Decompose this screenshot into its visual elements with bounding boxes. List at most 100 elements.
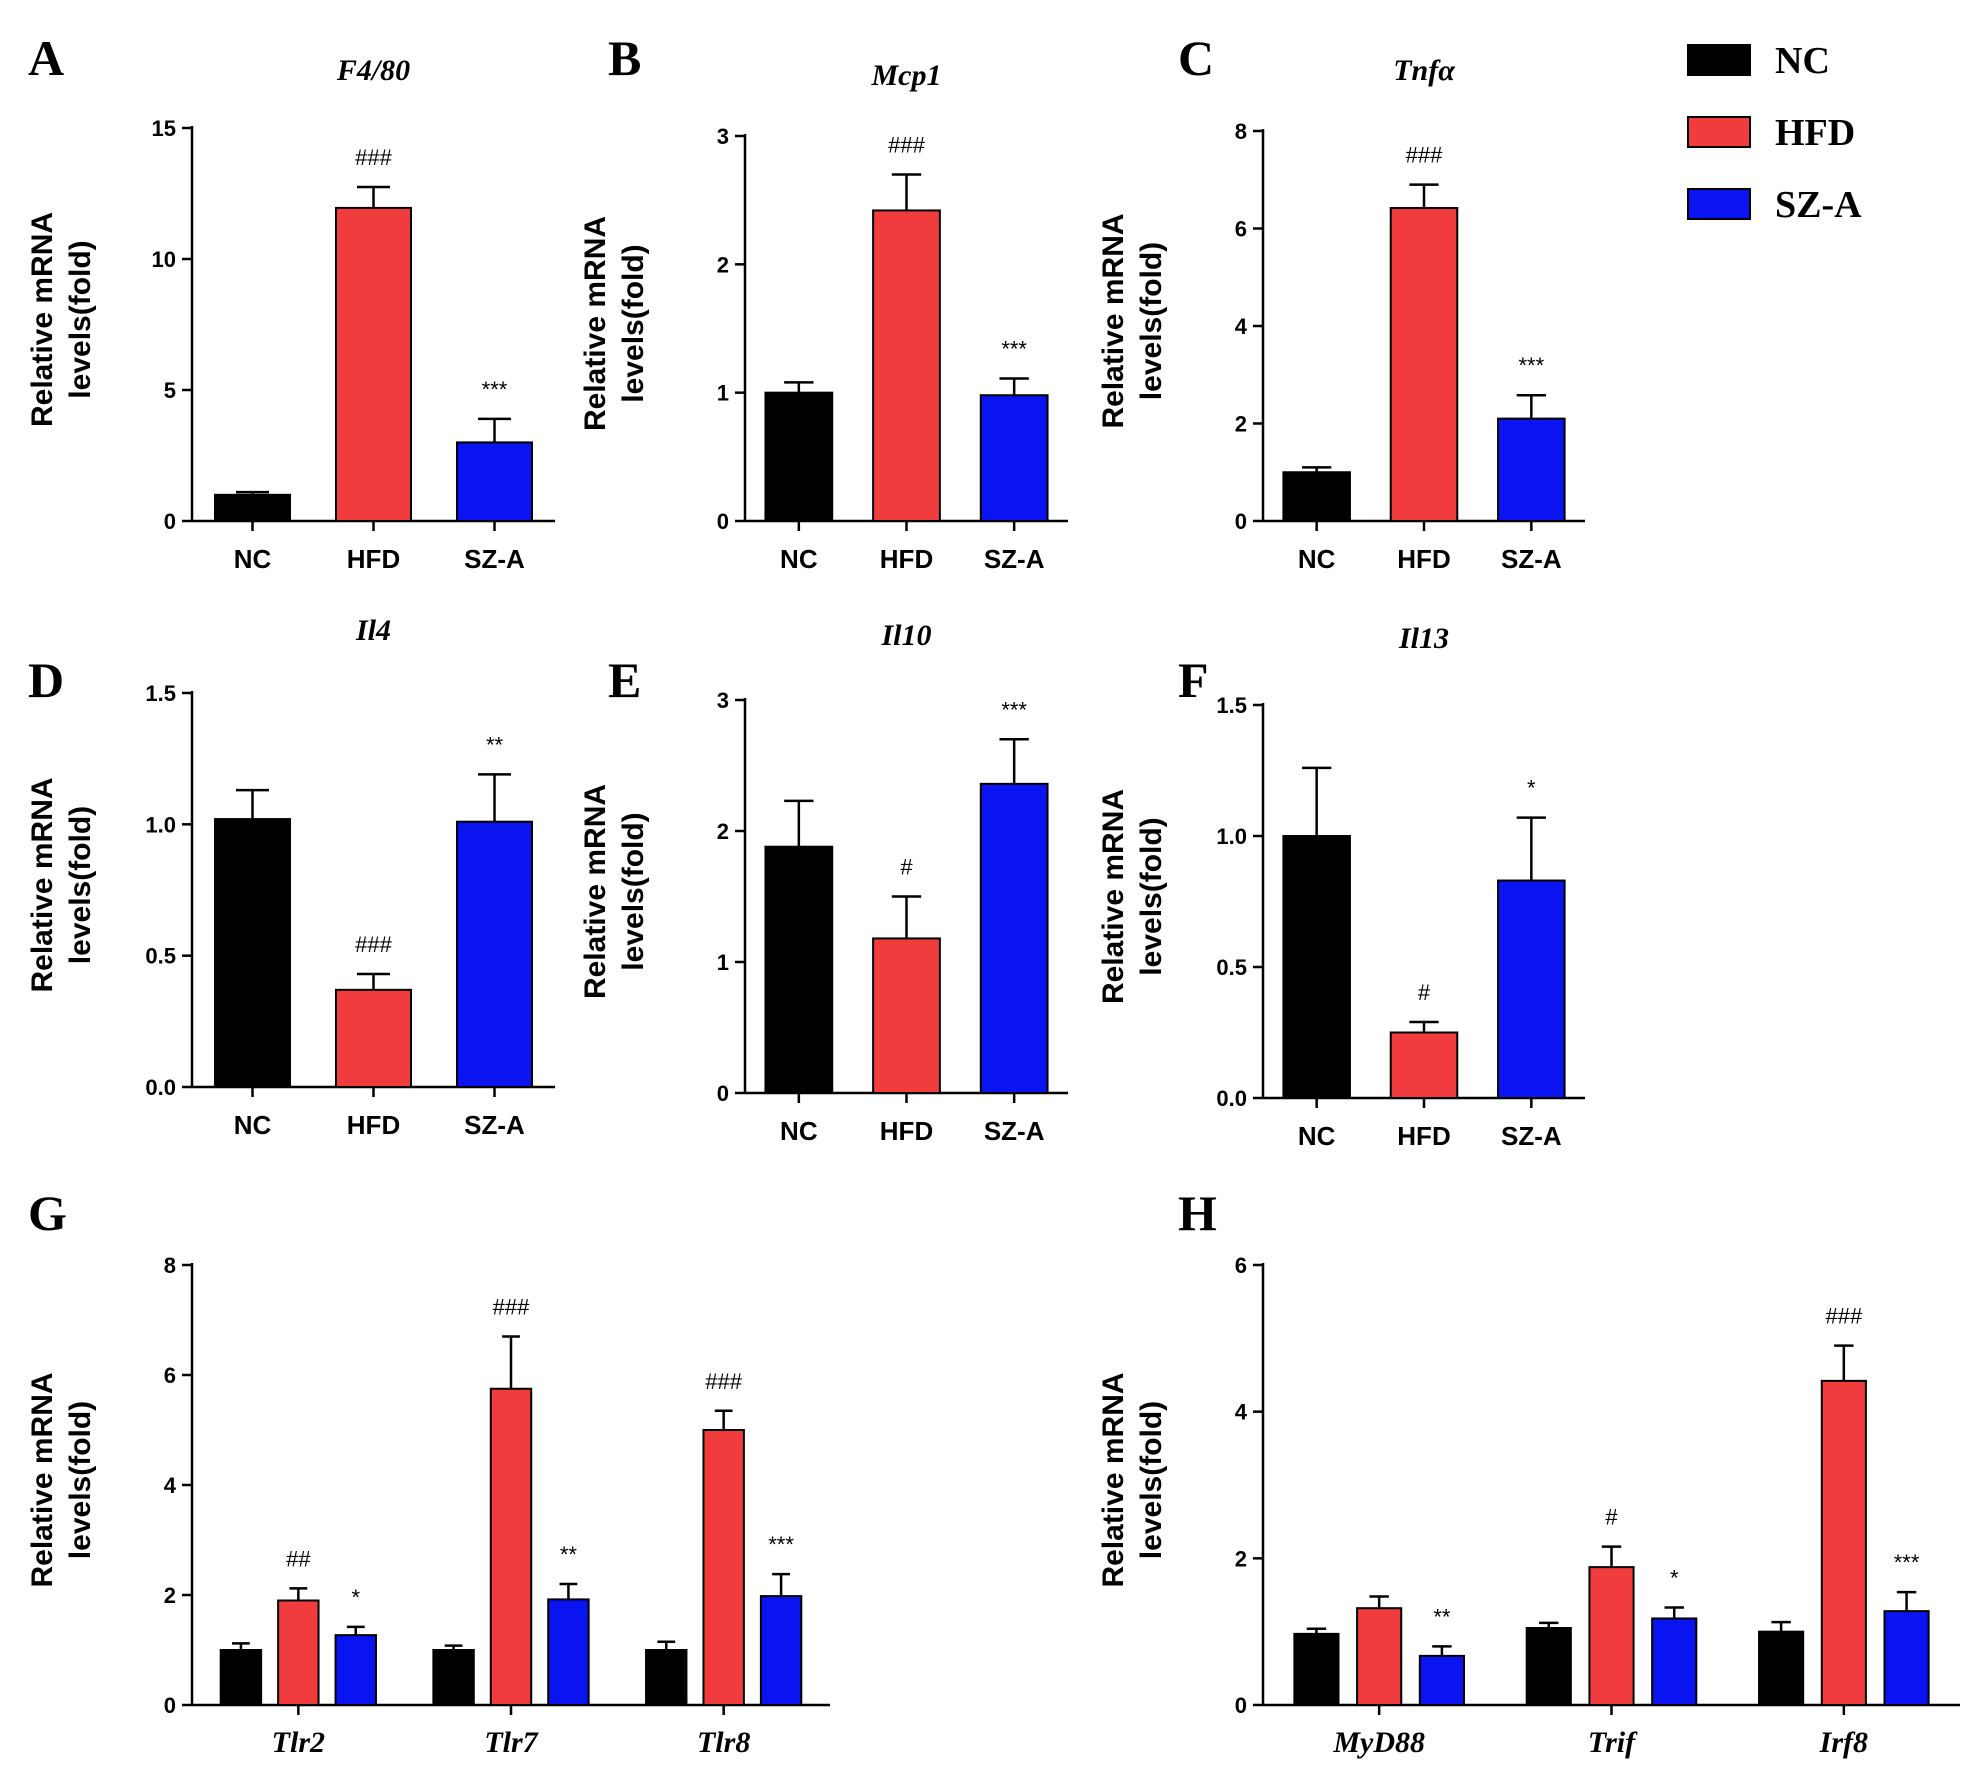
significance-label: ### <box>355 145 392 170</box>
y-tick-label: 4 <box>164 1473 177 1498</box>
bar <box>1883 1610 1930 1706</box>
y-axis-label: Relative mRNA <box>1097 1372 1130 1587</box>
significance-label: ** <box>486 732 504 757</box>
legend-label: HFD <box>1775 112 1855 154</box>
x-tick-label: NC <box>234 544 272 574</box>
y-tick-label: 1 <box>717 950 729 975</box>
x-tick-label: NC <box>234 1110 272 1140</box>
bar <box>1497 417 1566 522</box>
bar <box>764 845 834 1094</box>
significance-label: *** <box>482 377 508 402</box>
panel-h: H Relative mRNA levels(fold) 0 2 4 6 ** MyD88 # * T… <box>1097 1185 1960 1759</box>
x-tick-label: NC <box>780 1116 818 1146</box>
y-tick-label: 0.0 <box>1216 1086 1247 1111</box>
x-tick-label: SZ-A <box>464 1110 525 1140</box>
chart-title: Il10 <box>880 619 931 652</box>
bar <box>455 441 534 522</box>
bar <box>334 1634 377 1707</box>
significance-label: # <box>1418 980 1431 1005</box>
bar <box>489 1387 533 1706</box>
panel-c: C Tnfα Relative mRNA levels(fold) 0 2 4 6 8 NC ###… <box>1097 30 1585 574</box>
y-tick-label: 3 <box>717 688 729 713</box>
x-tick-label: SZ-A <box>1501 1121 1562 1151</box>
panel-letter: F <box>1178 652 1209 708</box>
significance-label: *** <box>1001 337 1027 362</box>
bar <box>334 206 413 522</box>
y-axis-label: Relative mRNA <box>26 212 59 427</box>
x-tick-label: SZ-A <box>984 1116 1045 1146</box>
y-tick-label: 1.0 <box>145 812 176 837</box>
bar <box>702 1429 745 1706</box>
x-tick-label: Tlr7 <box>484 1726 538 1759</box>
bar <box>547 1598 590 1707</box>
chart-title: Tnfα <box>1393 54 1455 87</box>
bar <box>1282 471 1351 522</box>
legend-label: NC <box>1775 40 1830 82</box>
significance-label: # <box>1605 1505 1618 1530</box>
y-tick-label: 8 <box>1235 119 1247 144</box>
panel-g: G Relative mRNA levels(fold) 0 2 4 6 8 ## * Tlr2 ##… <box>26 1185 830 1759</box>
legend-swatch-sz-a <box>1687 188 1751 220</box>
x-tick-label: SZ-A <box>984 544 1045 574</box>
chart-title: Il4 <box>355 614 391 647</box>
bar <box>759 1595 803 1706</box>
y-tick-label: 0.5 <box>145 944 176 969</box>
legend: NC HFD SZ-A <box>1687 40 1862 226</box>
significance-label: ### <box>705 1369 742 1394</box>
significance-label: *** <box>1894 1550 1920 1575</box>
bar <box>1820 1379 1867 1707</box>
chart-title: F4/80 <box>336 54 410 87</box>
significance-label: ## <box>286 1546 311 1571</box>
bar <box>1588 1566 1635 1706</box>
legend-label: SZ-A <box>1775 184 1862 226</box>
bar <box>1418 1654 1465 1707</box>
y-axis-label: levels(fold) <box>1135 1401 1168 1559</box>
bar <box>872 937 941 1094</box>
y-tick-label: 15 <box>152 116 176 141</box>
y-axis-label: levels(fold) <box>1135 817 1168 975</box>
bar <box>455 820 534 1088</box>
bar <box>1389 1031 1459 1099</box>
panel-letter: D <box>28 652 64 708</box>
y-tick-label: 8 <box>164 1253 176 1278</box>
y-axis-label: levels(fold) <box>64 240 97 398</box>
significance-label: ** <box>1433 1604 1451 1629</box>
significance-label: * <box>1527 776 1536 801</box>
bar <box>1758 1630 1805 1706</box>
bar <box>432 1649 475 1706</box>
significance-label: ### <box>355 932 392 957</box>
y-tick-label: 0.0 <box>145 1075 176 1100</box>
significance-label: * <box>351 1585 360 1610</box>
y-axis-label: Relative mRNA <box>26 777 59 992</box>
x-tick-label: HFD <box>880 544 933 574</box>
x-tick-label: NC <box>1298 544 1336 574</box>
y-tick-label: 10 <box>152 247 176 272</box>
panel-b: B Mcp1 Relative mRNA levels(fold) 0 1 2 3 NC ### H… <box>579 30 1068 574</box>
y-tick-label: 1.5 <box>145 681 176 706</box>
bar <box>645 1649 688 1706</box>
y-axis-label: Relative mRNA <box>579 784 612 999</box>
x-tick-label: HFD <box>880 1116 933 1146</box>
x-tick-label: SZ-A <box>464 544 525 574</box>
y-tick-label: 2 <box>717 252 729 277</box>
x-tick-label: Trif <box>1588 1726 1638 1759</box>
panel-letter: C <box>1178 30 1214 86</box>
x-tick-label: Tlr8 <box>697 1726 750 1759</box>
y-tick-label: 1.0 <box>1216 824 1247 849</box>
panel-d: D Il4 Relative mRNA levels(fold) 0.0 0.5 1.0 1.… <box>26 614 555 1140</box>
x-tick-label: SZ-A <box>1501 544 1562 574</box>
significance-label: * <box>1670 1565 1679 1590</box>
y-axis-label: levels(fold) <box>64 1401 97 1559</box>
y-tick-label: 1.5 <box>1216 693 1247 718</box>
significance-label: ### <box>1406 143 1443 168</box>
significance-label: # <box>900 855 913 880</box>
bar <box>213 493 292 522</box>
y-axis-label: levels(fold) <box>1135 242 1168 400</box>
significance-label: ### <box>888 133 925 158</box>
y-tick-label: 2 <box>1235 1546 1247 1571</box>
panel-e: E Il10 Relative mRNA levels(fold) 0 1 2 3 NC # HFD… <box>579 619 1068 1146</box>
y-tick-label: 2 <box>164 1583 176 1608</box>
panel-letter: B <box>608 30 641 86</box>
x-tick-label: HFD <box>1397 544 1450 574</box>
y-tick-label: 0.5 <box>1216 955 1247 980</box>
